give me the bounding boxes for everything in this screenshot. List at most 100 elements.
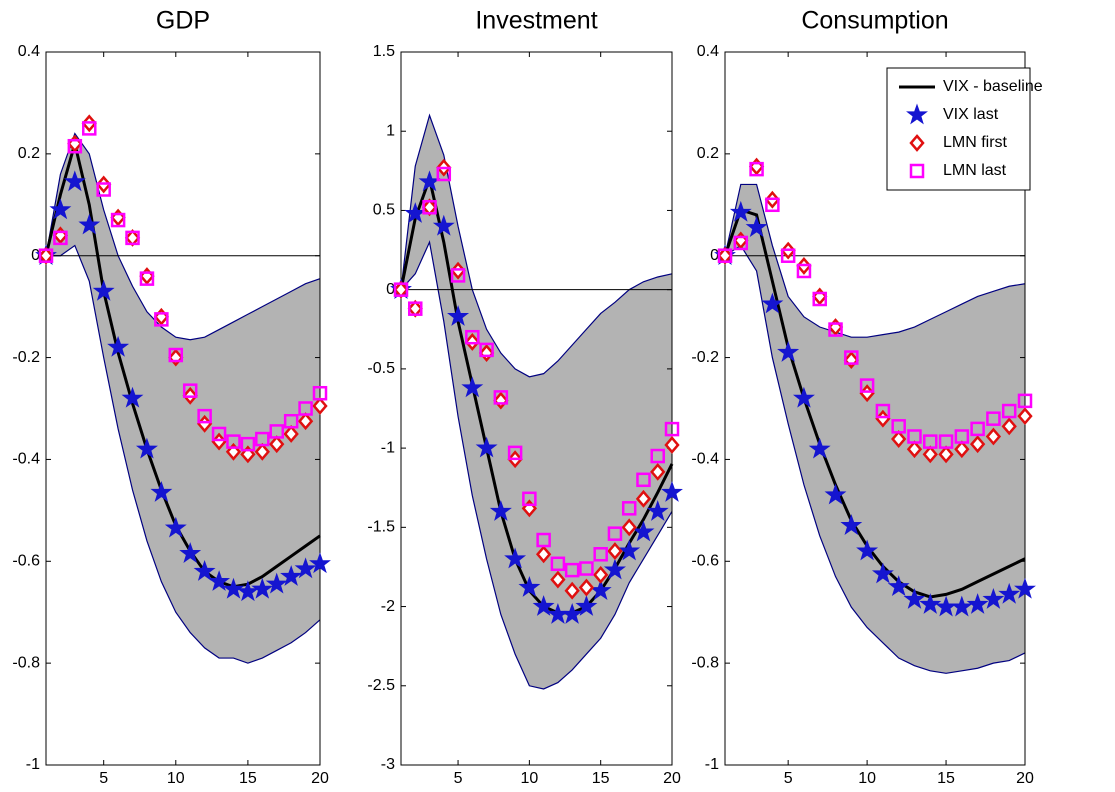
square-marker [765,197,780,213]
square-marker [38,248,54,263]
y-tick-label: 0.5 [373,202,395,219]
chart-title: GDP [156,7,210,35]
band-edge [45,132,321,341]
y-tick-label: -3 [381,756,395,773]
star-marker [856,539,879,561]
diamond-marker [635,489,652,508]
x-tick-label: 5 [99,770,108,787]
square-marker [422,200,437,215]
x-tick-label: 10 [858,770,876,787]
square-marker [607,526,623,541]
diamond-marker [969,435,986,454]
square-marker [211,426,227,442]
square-marker [812,291,827,307]
star-marker [164,516,187,538]
star-marker [504,547,527,569]
y-tick-label: -0.2 [12,349,40,366]
chart-title: Investment [475,7,597,35]
square-marker [593,547,608,562]
square-marker [465,329,480,345]
star-marker [461,376,484,398]
square-marker [564,562,580,578]
square-marker [269,424,284,439]
square-marker [1017,393,1033,409]
band-edge [724,244,1026,674]
x-tick-label: 5 [784,770,793,787]
star-marker [632,520,655,542]
diamond-marker [891,430,907,448]
diamond-marker [607,542,623,561]
y-tick-label: -1 [705,756,719,773]
square-marker [780,248,796,263]
x-tick-label: 15 [937,770,955,787]
diamond-marker [922,445,938,464]
x-tick-label: 10 [167,770,185,787]
star-marker [575,595,598,616]
legend-label: VIX last [943,106,999,123]
square-marker [298,401,313,416]
y-tick-label: 0 [386,281,395,298]
diamond-marker [269,435,285,454]
y-tick-label: 1.5 [373,43,395,60]
star-marker [824,483,847,505]
star-marker [447,305,470,326]
star-marker [294,557,317,579]
diamond-marker [593,565,609,584]
square-marker [283,413,299,429]
square-marker [796,263,812,279]
star-marker [777,340,800,362]
diamond-marker [297,412,314,431]
y-tick-label: 0.4 [697,43,719,60]
baseline-line [44,137,321,589]
y-tick-label: 1 [386,122,395,139]
y-tick-label: 0.2 [697,145,719,162]
square-marker [828,322,843,337]
star-marker [107,335,130,357]
confidence-band [401,115,672,689]
diamond-marker [1001,417,1017,436]
y-tick-label: 0 [710,247,719,264]
star-marker [150,480,173,502]
square-marker [875,403,891,419]
star-marker [603,558,626,580]
square-marker [621,501,637,516]
square-marker [312,385,328,401]
square-marker [923,434,938,449]
square-marker [53,230,68,246]
square-marker [96,182,111,197]
star-marker [561,602,584,624]
square-marker [522,491,537,507]
square-marker [67,138,83,154]
x-tick-label: 20 [311,770,329,787]
diamond-marker [938,445,954,464]
star-marker [998,582,1021,604]
y-tick-label: -1.5 [367,519,395,536]
star-marker [1014,577,1036,599]
baseline-line [723,207,1026,599]
star-marker [950,595,973,617]
square-marker [844,350,859,365]
star-marker [121,386,144,408]
x-tick-label: 20 [663,770,681,787]
star-marker [729,200,752,222]
diamond-marker [621,518,637,537]
x-tick-label: 10 [520,770,538,787]
y-tick-label: -0.6 [691,553,719,570]
square-marker [139,271,155,286]
square-marker [909,163,925,179]
square-marker [393,282,409,297]
y-tick-label: -0.8 [12,654,40,671]
diamond-marker [909,134,925,152]
diamond-marker [578,578,595,597]
star-marker [309,552,331,574]
x-tick-label: 15 [239,770,257,787]
star-marker [646,499,669,521]
square-marker [891,419,906,434]
diamond-marker [139,267,155,286]
square-marker [154,312,169,327]
confidence-band [725,184,1025,674]
diamond-marker [110,208,126,227]
diamond-marker [1017,407,1033,426]
star-marker [532,595,555,616]
star-marker [745,216,768,238]
